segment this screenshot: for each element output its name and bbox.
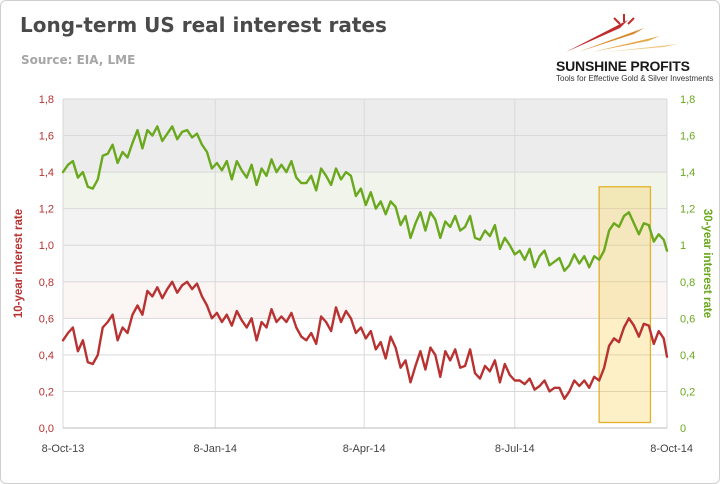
y-left-tick-label: 1,6 [39, 131, 54, 143]
y-right-tick-label: 1,8 [680, 94, 695, 106]
x-tick-label: 8-Jul-14 [495, 443, 535, 455]
y-left-tick-label: 1,2 [39, 204, 54, 216]
y-left-tick-label: 1,8 [39, 94, 54, 106]
y-left-tick-label: 0,8 [39, 277, 54, 289]
background-band-3 [63, 245, 667, 282]
y-left-tick-label: 0,2 [39, 386, 54, 398]
y-right-tick-label: 1 [680, 240, 686, 252]
y-right-axis-label: 30-year interest rate [701, 209, 713, 318]
background-band-2 [63, 208, 667, 246]
logo-brand-name: SUNSHINE PROFITS [556, 58, 690, 74]
y-right-tick-label: 0,4 [680, 350, 695, 362]
y-left-axis-label: 10-year interest rate [13, 209, 25, 318]
y-left-tick-label: 1,0 [39, 240, 54, 252]
y-left-tick-label: 1,4 [39, 167, 54, 179]
series-line-30-year [61, 125, 669, 272]
x-tick-label: 8-Apr-14 [343, 443, 386, 455]
logo-tagline: Tools for Effective Gold & Silver Invest… [556, 74, 714, 83]
y-left-tick-label: 0,0 [39, 423, 54, 435]
x-tick-label: 8-Oct-14 [650, 443, 693, 455]
chart-title: Long-term US real interest rates [20, 13, 387, 37]
y-right-tick-label: 0,6 [680, 313, 695, 325]
y-right-tick-label: 1,4 [680, 167, 695, 179]
chart-source: Source: EIA, LME [21, 53, 136, 67]
y-right-tick-label: 1,6 [680, 131, 695, 143]
x-tick-label: 8-Jan-14 [194, 443, 237, 455]
y-right-tick-label: 1,2 [680, 204, 695, 216]
y-left-tick-label: 0,6 [39, 313, 54, 325]
highlight-region [598, 186, 652, 424]
y-right-tick-label: 0 [680, 423, 686, 435]
x-tick-label: 8-Oct-13 [42, 443, 85, 455]
series-line-10-year [61, 280, 669, 400]
y-right-tick-label: 0,8 [680, 277, 695, 289]
y-right-tick-label: 0,2 [680, 386, 695, 398]
y-left-tick-label: 0,4 [39, 350, 54, 362]
sunshine-profits-logo-icon [566, 14, 678, 52]
background-band-4 [63, 281, 667, 319]
